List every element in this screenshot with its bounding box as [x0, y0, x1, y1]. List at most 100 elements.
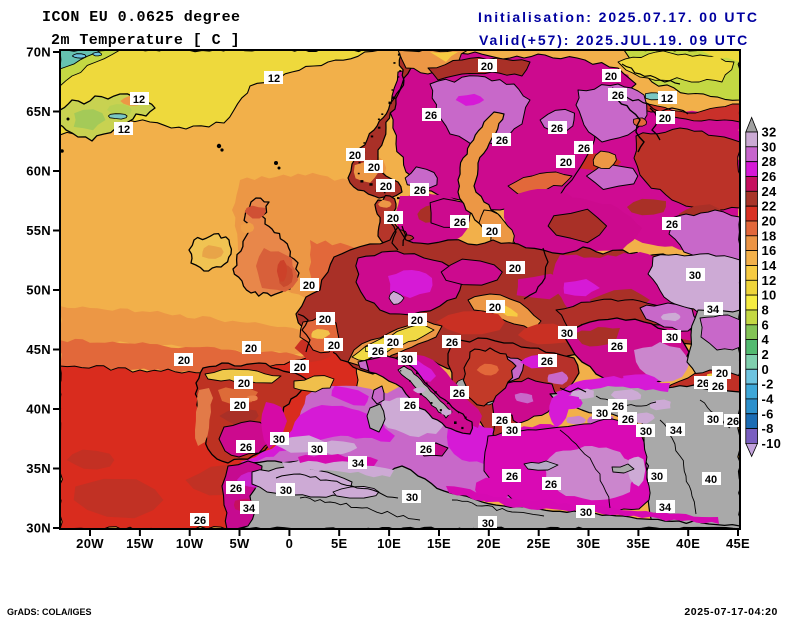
svg-text:30: 30: [406, 492, 418, 504]
svg-text:45N: 45N: [26, 342, 51, 357]
svg-text:12: 12: [762, 273, 777, 288]
svg-text:2025-07-17-04:20: 2025-07-17-04:20: [684, 606, 778, 618]
svg-text:20: 20: [319, 314, 331, 326]
svg-text:20: 20: [238, 378, 250, 390]
svg-text:30: 30: [280, 485, 292, 497]
svg-text:30: 30: [707, 414, 719, 426]
svg-text:20: 20: [481, 61, 493, 73]
svg-text:26: 26: [496, 415, 508, 427]
svg-text:26: 26: [230, 483, 242, 495]
svg-text:26: 26: [612, 401, 624, 413]
svg-text:26: 26: [446, 337, 458, 349]
svg-text:8: 8: [762, 303, 770, 318]
svg-text:34: 34: [243, 503, 256, 515]
svg-text:30: 30: [482, 518, 494, 530]
svg-text:26: 26: [240, 442, 252, 454]
svg-text:34: 34: [670, 425, 683, 437]
svg-text:34: 34: [659, 502, 672, 514]
svg-text:45E: 45E: [726, 536, 750, 551]
svg-text:4: 4: [762, 332, 770, 347]
svg-text:40E: 40E: [676, 536, 700, 551]
svg-text:6: 6: [762, 317, 770, 332]
svg-text:26: 26: [506, 471, 518, 483]
svg-text:26: 26: [622, 414, 634, 426]
svg-text:34: 34: [352, 458, 365, 470]
svg-text:60N: 60N: [26, 164, 51, 179]
svg-text:30: 30: [651, 471, 663, 483]
svg-text:30: 30: [401, 354, 413, 366]
svg-text:12: 12: [118, 124, 130, 136]
svg-text:40: 40: [705, 474, 717, 486]
svg-text:-2: -2: [762, 377, 774, 392]
svg-text:20: 20: [303, 280, 315, 292]
svg-text:30: 30: [596, 408, 608, 420]
svg-text:12: 12: [661, 93, 673, 105]
svg-text:35E: 35E: [626, 536, 650, 551]
svg-text:20: 20: [560, 157, 572, 169]
svg-text:26: 26: [194, 515, 206, 527]
svg-text:26: 26: [697, 378, 709, 390]
svg-text:35N: 35N: [26, 461, 51, 476]
svg-text:26: 26: [420, 444, 432, 456]
svg-text:20E: 20E: [477, 536, 501, 551]
svg-text:26: 26: [425, 110, 437, 122]
svg-text:20: 20: [178, 355, 190, 367]
svg-text:ICON EU 0.0625 degree: ICON EU 0.0625 degree: [42, 9, 240, 26]
svg-text:25E: 25E: [527, 536, 551, 551]
svg-text:Initialisation: 2025.07.17. 00: Initialisation: 2025.07.17. 00 UTC: [478, 9, 759, 25]
svg-text:26: 26: [727, 416, 739, 428]
svg-text:26: 26: [551, 123, 563, 135]
svg-text:26: 26: [578, 143, 590, 155]
svg-text:20: 20: [489, 302, 501, 314]
svg-text:-6: -6: [762, 406, 774, 421]
svg-text:5W: 5W: [229, 536, 250, 551]
svg-text:20: 20: [509, 263, 521, 275]
svg-text:20: 20: [387, 213, 399, 225]
svg-text:-8: -8: [762, 421, 774, 436]
svg-text:50N: 50N: [26, 283, 51, 298]
svg-text:20: 20: [486, 226, 498, 238]
svg-text:30: 30: [311, 444, 323, 456]
svg-text:30: 30: [762, 139, 777, 154]
svg-text:65N: 65N: [26, 104, 51, 119]
svg-text:12: 12: [268, 73, 280, 85]
svg-text:55N: 55N: [26, 223, 51, 238]
svg-text:26: 26: [496, 135, 508, 147]
svg-text:0: 0: [286, 536, 294, 551]
svg-text:26: 26: [611, 341, 623, 353]
svg-text:30: 30: [640, 426, 652, 438]
svg-text:2m Temperature [ C ]: 2m Temperature [ C ]: [51, 32, 240, 49]
svg-text:10W: 10W: [176, 536, 204, 551]
svg-text:20: 20: [411, 315, 423, 327]
svg-text:20: 20: [716, 368, 728, 380]
svg-text:26: 26: [372, 346, 384, 358]
svg-text:30E: 30E: [576, 536, 600, 551]
svg-text:0: 0: [762, 362, 770, 377]
svg-text:12: 12: [133, 94, 145, 106]
svg-text:30: 30: [273, 434, 285, 446]
svg-text:20: 20: [368, 162, 380, 174]
svg-text:30: 30: [666, 332, 678, 344]
svg-text:26: 26: [453, 388, 465, 400]
svg-text:2: 2: [762, 347, 770, 362]
svg-text:20: 20: [605, 71, 617, 83]
svg-text:20: 20: [294, 362, 306, 374]
svg-text:-10: -10: [762, 436, 782, 451]
svg-text:26: 26: [545, 479, 557, 491]
svg-text:34: 34: [707, 304, 720, 316]
svg-text:5E: 5E: [331, 536, 348, 551]
svg-text:26: 26: [414, 185, 426, 197]
svg-text:30: 30: [689, 270, 701, 282]
svg-text:20: 20: [245, 343, 257, 355]
svg-text:26: 26: [762, 169, 777, 184]
svg-text:30: 30: [561, 328, 573, 340]
svg-text:20: 20: [328, 340, 340, 352]
svg-text:32: 32: [762, 125, 777, 140]
svg-text:26: 26: [612, 90, 624, 102]
svg-text:70N: 70N: [26, 45, 51, 60]
svg-text:30: 30: [580, 507, 592, 519]
svg-text:16: 16: [762, 243, 777, 258]
svg-text:15W: 15W: [126, 536, 154, 551]
svg-text:14: 14: [762, 258, 778, 273]
svg-text:30N: 30N: [26, 521, 51, 536]
